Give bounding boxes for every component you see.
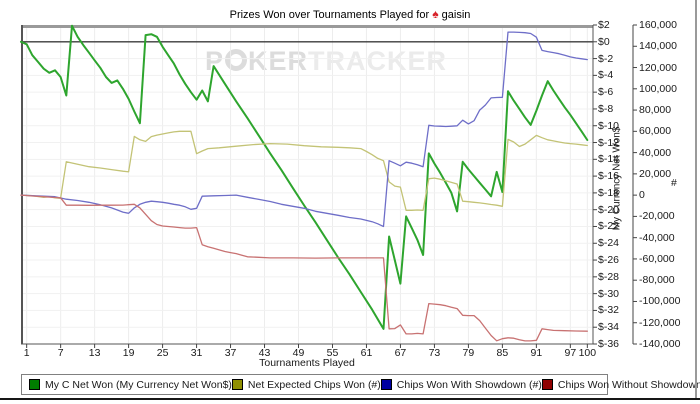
left-axis-tick-label: $-2 bbox=[598, 52, 614, 65]
legend-item: Chips Won Without Showdown (#) bbox=[541, 378, 700, 391]
x-tick-label: 67 bbox=[394, 347, 407, 359]
right-axis-tick-label: 40,000 bbox=[639, 146, 672, 159]
series-line-1 bbox=[20, 130, 588, 211]
watermark-tracker: TRACKER bbox=[308, 46, 448, 76]
x-tick-label: 43 bbox=[258, 347, 271, 359]
window-right-edge bbox=[695, 0, 697, 400]
left-axis-tick-label: $-4 bbox=[598, 69, 614, 82]
right-axis-tick-label: 80,000 bbox=[639, 104, 672, 117]
chart-title: Prizes Won over Tournaments Played for ♠… bbox=[0, 7, 700, 21]
left-axis-tick-label: $-18 bbox=[598, 186, 620, 199]
x-tick-label: 25 bbox=[156, 347, 169, 359]
x-tick-label: 73 bbox=[428, 347, 441, 359]
right-axis-tick-label: 60,000 bbox=[639, 125, 672, 138]
player-name: gaisin bbox=[441, 9, 471, 21]
left-axis-tick-label: $-34 bbox=[598, 321, 620, 334]
left-axis-tick-label: $-12 bbox=[598, 136, 620, 149]
watermark-p: P bbox=[205, 46, 225, 76]
left-axis-tick-label: $-16 bbox=[598, 170, 620, 183]
left-axis-tick-label: $-24 bbox=[598, 237, 620, 250]
x-tick-label: 97 bbox=[564, 347, 577, 359]
legend-color-swatch bbox=[541, 379, 553, 390]
right-axis-tick-label: 100,000 bbox=[639, 82, 677, 95]
left-axis-title: My Currency Net Won$ bbox=[611, 126, 623, 231]
x-tick-label: 55 bbox=[326, 347, 339, 359]
left-axis-tick-label: $-36 bbox=[598, 338, 620, 350]
left-axis-tick-label: $-22 bbox=[598, 220, 620, 233]
x-tick-label: 13 bbox=[88, 347, 101, 359]
x-tick-label: 49 bbox=[292, 347, 305, 359]
legend-color-swatch bbox=[231, 379, 243, 390]
right-axis-tick-label: 0 bbox=[639, 189, 645, 202]
legend-color-swatch bbox=[380, 379, 392, 390]
legend-label: Chips Won With Showdown (#) bbox=[396, 378, 542, 391]
right-axis-tick-label: 160,000 bbox=[639, 19, 677, 31]
right-axis-tick-label: -20,000 bbox=[639, 210, 675, 223]
right-axis-tick-label: -120,000 bbox=[639, 316, 681, 329]
left-axis-tick-label: $-20 bbox=[598, 203, 620, 216]
legend: My C Net Won (My Currency Net Won$) Net E… bbox=[21, 374, 700, 395]
right-axis-tick-label: 140,000 bbox=[639, 40, 677, 53]
poker-chip-icon bbox=[225, 49, 248, 71]
left-axis-tick-label: $0 bbox=[598, 35, 610, 48]
right-axis-tick-label: 120,000 bbox=[639, 61, 677, 74]
legend-label: My C Net Won (My Currency Net Won$) bbox=[45, 378, 232, 391]
x-tick-label: 31 bbox=[190, 347, 203, 359]
series-line-0 bbox=[20, 24, 589, 330]
x-tick-label: 79 bbox=[462, 347, 475, 359]
right-axis-title: # bbox=[671, 177, 677, 189]
left-axis-tick-label: $-26 bbox=[598, 254, 620, 267]
left-axis-tick-label: $-14 bbox=[598, 153, 620, 166]
watermark-ker: KER bbox=[248, 46, 309, 76]
pokerstars-spade-icon: ♠ bbox=[432, 7, 439, 21]
right-axis-tick-label: -100,000 bbox=[639, 295, 681, 308]
legend-item: My C Net Won (My Currency Net Won$) bbox=[29, 379, 232, 391]
chart-title-text: Prizes Won over Tournaments Played for bbox=[229, 9, 430, 21]
x-tick-label: 61 bbox=[360, 347, 373, 359]
x-tick-label: 1 bbox=[23, 347, 30, 359]
right-axis-tick-label: -80,000 bbox=[639, 274, 675, 287]
window-bottom-edge bbox=[0, 398, 700, 400]
x-axis-title: Tournaments Played bbox=[259, 357, 355, 369]
left-axis-tick-label: $-10 bbox=[598, 119, 620, 132]
x-tick-label: 37 bbox=[224, 347, 237, 359]
right-axis-tick-label: 20,000 bbox=[639, 167, 672, 180]
left-axis-tick-label: $-32 bbox=[598, 304, 620, 317]
right-axis-tick-label: -40,000 bbox=[639, 231, 675, 244]
left-axis-tick-label: $-28 bbox=[598, 270, 620, 283]
left-axis-tick-label: $-6 bbox=[598, 86, 614, 99]
x-tick-label: 19 bbox=[122, 347, 135, 359]
x-tick-label: 85 bbox=[496, 347, 509, 359]
legend-color-swatch bbox=[29, 379, 40, 390]
legend-label: Net Expected Chips Won (#) bbox=[247, 378, 381, 391]
legend-label: Chips Won Without Showdown (#) bbox=[557, 378, 700, 391]
x-tick-label: 7 bbox=[57, 347, 64, 359]
left-axis-tick-label: $-8 bbox=[598, 102, 614, 115]
left-axis-tick-label: $-30 bbox=[598, 287, 620, 300]
right-axis-tick-label: -140,000 bbox=[639, 338, 681, 350]
right-axis-tick-label: -60,000 bbox=[639, 252, 675, 265]
series-line-3 bbox=[20, 194, 588, 342]
x-tick-label: 91 bbox=[530, 347, 543, 359]
series-line-2 bbox=[20, 31, 588, 228]
pokertracker-watermark: P KERTRACKER bbox=[205, 46, 447, 77]
left-axis-tick-label: $2 bbox=[598, 19, 610, 31]
legend-item: Chips Won With Showdown (#) bbox=[380, 378, 542, 391]
legend-item: Net Expected Chips Won (#) bbox=[231, 378, 381, 391]
x-tick-label: 100 bbox=[578, 347, 597, 359]
